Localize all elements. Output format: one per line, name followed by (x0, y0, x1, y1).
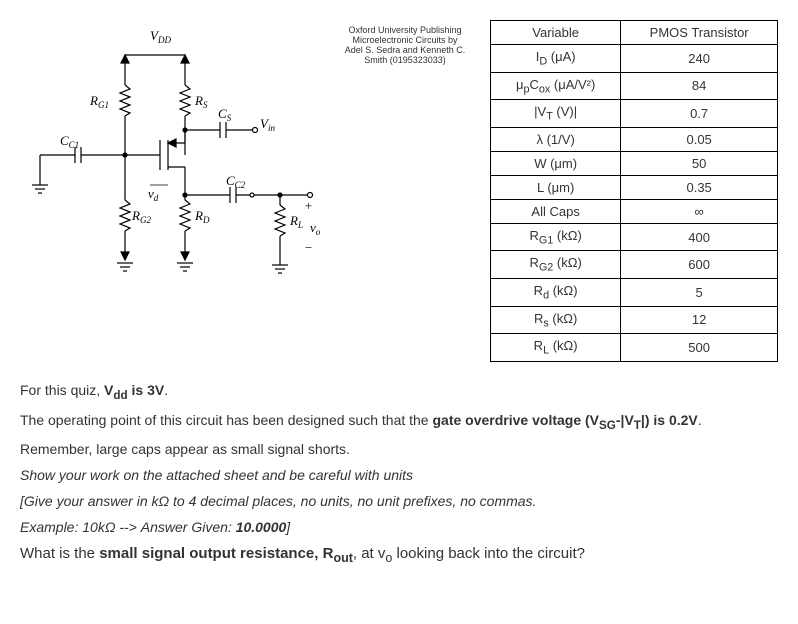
credits-line: Adel S. Sedra and Kenneth C. (335, 45, 475, 55)
paragraph: [Give your answer in kΩ to 4 decimal pla… (20, 493, 778, 509)
table-cell: RG1 (kΩ) (491, 223, 621, 251)
parameters-table: Variable PMOS Transistor ID (μA)240 μpCo… (490, 20, 778, 362)
table-cell: 0.05 (621, 127, 778, 151)
instructions-block: For this quiz, Vdd is 3V. The operating … (20, 382, 778, 566)
table-row: All Caps∞ (491, 199, 778, 223)
table-cell: Rd (kΩ) (491, 278, 621, 306)
table-row: μpCox (μA/V²)84 (491, 72, 778, 100)
table-row: λ (1/V)0.05 (491, 127, 778, 151)
paragraph: For this quiz, Vdd is 3V. (20, 382, 778, 402)
table-cell: 600 (621, 251, 778, 279)
credits-line: Microelectronic Circuits by (335, 35, 475, 45)
table-header: PMOS Transistor (621, 21, 778, 45)
svg-text:VDD: VDD (150, 28, 171, 45)
svg-text:Vin: Vin (260, 116, 275, 133)
credits-line: Oxford University Publishing (335, 25, 475, 35)
table-cell: L (μm) (491, 175, 621, 199)
svg-text:RG2: RG2 (131, 208, 151, 225)
table-cell: 240 (621, 45, 778, 73)
svg-text:CC2: CC2 (226, 173, 246, 190)
table-row: W (μm)50 (491, 151, 778, 175)
table-cell: |VT (V)| (491, 100, 621, 128)
table-cell: All Caps (491, 199, 621, 223)
credits-line: Smith (0195323033) (335, 55, 475, 65)
table-cell: 50 (621, 151, 778, 175)
table-row: |VT (V)|0.7 (491, 100, 778, 128)
table-row: RG2 (kΩ)600 (491, 251, 778, 279)
table-cell: 12 (621, 306, 778, 334)
table-cell: Rs (kΩ) (491, 306, 621, 334)
table-cell: 500 (621, 334, 778, 362)
paragraph: The operating point of this circuit has … (20, 412, 778, 432)
credits-block: Oxford University Publishing Microelectr… (335, 20, 475, 65)
svg-text:RD: RD (194, 208, 210, 225)
svg-text:CS: CS (218, 106, 232, 123)
bold-text: gate overdrive voltage (VSG-|VT|) is 0.2… (433, 412, 698, 428)
svg-text:CC1: CC1 (60, 133, 79, 150)
paragraph: Show your work on the attached sheet and… (20, 467, 778, 483)
table-row: RL (kΩ)500 (491, 334, 778, 362)
table-cell: 84 (621, 72, 778, 100)
table-cell: λ (1/V) (491, 127, 621, 151)
paragraph: Remember, large caps appear as small sig… (20, 441, 778, 457)
table-row: ID (μA)240 (491, 45, 778, 73)
svg-text:vo: vo (310, 220, 320, 237)
table-cell: 5 (621, 278, 778, 306)
bold-text: Vdd is 3V (104, 382, 164, 398)
svg-text:RS: RS (194, 93, 208, 110)
table-cell: 0.35 (621, 175, 778, 199)
table-header: Variable (491, 21, 621, 45)
table-header-row: Variable PMOS Transistor (491, 21, 778, 45)
table-cell: ID (μA) (491, 45, 621, 73)
table-row: L (μm)0.35 (491, 175, 778, 199)
circuit-diagram: VDD RG1 RS CS Vin CC1 CC2 vd RG2 RD RL +… (20, 20, 320, 303)
table-row: Rs (kΩ)12 (491, 306, 778, 334)
table-cell: RL (kΩ) (491, 334, 621, 362)
parameters-table-wrapper: Variable PMOS Transistor ID (μA)240 μpCo… (490, 20, 778, 362)
table-row: Rd (kΩ)5 (491, 278, 778, 306)
table-cell: RG2 (kΩ) (491, 251, 621, 279)
table-cell: ∞ (621, 199, 778, 223)
table-cell: μpCox (μA/V²) (491, 72, 621, 100)
top-section: VDD RG1 RS CS Vin CC1 CC2 vd RG2 RD RL +… (20, 20, 778, 362)
svg-text:−: − (304, 240, 313, 255)
bold-text: small signal output resistance, Rout (99, 545, 353, 562)
paragraph: Example: 10kΩ --> Answer Given: 10.0000] (20, 519, 778, 535)
table-cell: 0.7 (621, 100, 778, 128)
svg-text:vd: vd (148, 186, 159, 203)
svg-text:RG1: RG1 (89, 93, 109, 110)
table-row: RG1 (kΩ)400 (491, 223, 778, 251)
svg-text:+: + (304, 198, 313, 213)
table-cell: W (μm) (491, 151, 621, 175)
table-cell: 400 (621, 223, 778, 251)
question-text: What is the small signal output resistan… (20, 545, 778, 565)
svg-text:RL: RL (289, 213, 303, 230)
